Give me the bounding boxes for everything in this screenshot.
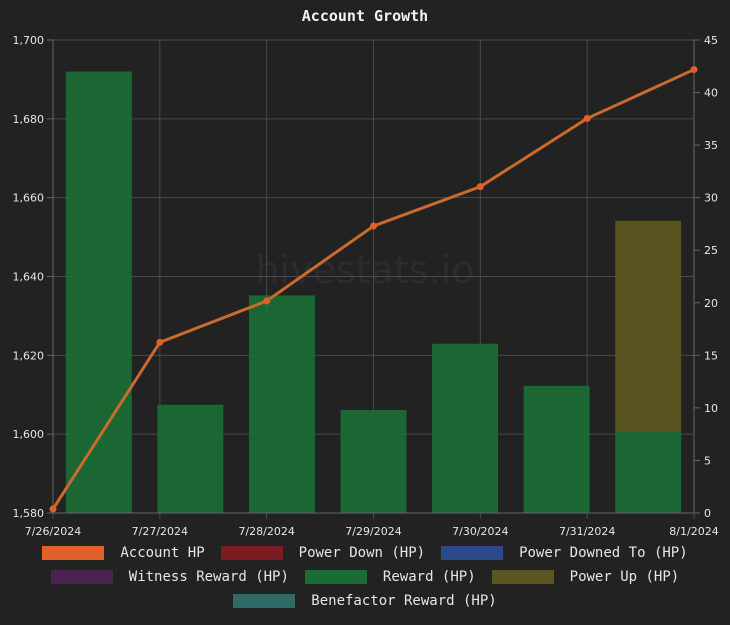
legend-label: Power Up (HP) bbox=[569, 569, 680, 585]
bar-reward-hp bbox=[248, 295, 315, 513]
point-account-hp bbox=[49, 505, 57, 513]
point-account-hp bbox=[370, 222, 377, 230]
legend-label: Account HP bbox=[120, 545, 205, 561]
legend-item[interactable]: Power Up (HP) bbox=[491, 569, 680, 585]
legend-item[interactable]: Power Down (HP) bbox=[220, 545, 426, 561]
bar-power-up-hp bbox=[615, 220, 682, 432]
chart-legend: Account HP Power Down (HP) Power Downed To… bbox=[0, 541, 730, 613]
y-left-tick-label: 1,580 bbox=[13, 507, 45, 520]
y-left-tick-label: 1,620 bbox=[13, 349, 45, 362]
legend-item[interactable]: Benefactor Reward (HP) bbox=[233, 593, 497, 609]
y-left-tick-label: 1,700 bbox=[13, 34, 45, 47]
point-account-hp bbox=[476, 183, 484, 191]
y-right-tick-label: 40 bbox=[704, 87, 718, 100]
x-tick-label: 7/28/2024 bbox=[238, 525, 294, 538]
legend-label: Reward (HP) bbox=[382, 569, 476, 585]
point-account-hp bbox=[690, 66, 698, 74]
y-right-tick-label: 30 bbox=[704, 192, 718, 205]
x-tick-label: 7/31/2024 bbox=[559, 525, 615, 538]
legend-swatch bbox=[441, 546, 504, 560]
chart-title: Account Growth bbox=[302, 7, 428, 25]
legend-swatch bbox=[304, 570, 367, 584]
bar-reward-hp bbox=[615, 431, 682, 513]
legend-swatch bbox=[233, 594, 296, 608]
legend-item[interactable]: Account HP bbox=[42, 545, 205, 561]
point-account-hp bbox=[263, 297, 271, 305]
bar-reward-hp bbox=[157, 404, 224, 513]
legend-swatch bbox=[50, 570, 113, 584]
y-left-tick-label: 1,660 bbox=[13, 192, 45, 205]
legend-label: Witness Reward (HP) bbox=[128, 569, 289, 585]
x-tick-label: 7/30/2024 bbox=[452, 525, 508, 538]
y-right-tick-label: 5 bbox=[704, 454, 711, 467]
legend-label: Benefactor Reward (HP) bbox=[311, 593, 497, 609]
y-right-tick-label: 15 bbox=[704, 349, 718, 362]
legend-item[interactable]: Reward (HP) bbox=[304, 569, 476, 585]
y-right-tick-label: 35 bbox=[704, 139, 718, 152]
legend-label: Power Down (HP) bbox=[298, 545, 426, 561]
legend-row: Account HP Power Down (HP) Power Downed To… bbox=[0, 541, 730, 565]
y-left-tick-label: 1,680 bbox=[13, 113, 45, 126]
x-tick-label: 7/29/2024 bbox=[345, 525, 401, 538]
y-right-tick-label: 25 bbox=[704, 244, 718, 257]
legend-item[interactable]: Power Downed To (HP) bbox=[441, 545, 688, 561]
y-left-tick-label: 1,640 bbox=[13, 271, 45, 284]
y-left-tick-label: 1,600 bbox=[13, 428, 45, 441]
point-account-hp bbox=[156, 338, 164, 346]
bar-reward-hp bbox=[65, 71, 132, 514]
bar-reward-hp bbox=[523, 385, 590, 513]
y-right-tick-label: 0 bbox=[704, 507, 711, 520]
x-tick-label: 7/26/2024 bbox=[25, 525, 81, 538]
bar-reward-hp bbox=[432, 343, 499, 513]
legend-swatch bbox=[220, 546, 283, 560]
legend-swatch bbox=[491, 570, 554, 584]
y-right-tick-label: 45 bbox=[704, 34, 718, 47]
x-tick-label: 8/1/2024 bbox=[669, 525, 718, 538]
legend-item[interactable]: Witness Reward (HP) bbox=[50, 569, 289, 585]
x-tick-label: 7/27/2024 bbox=[132, 525, 188, 538]
legend-row: Benefactor Reward (HP) bbox=[0, 589, 730, 613]
legend-swatch bbox=[42, 546, 105, 560]
bar-reward-hp bbox=[340, 409, 407, 513]
y-right-tick-label: 10 bbox=[704, 402, 718, 415]
point-account-hp bbox=[583, 114, 591, 122]
y-right-tick-label: 20 bbox=[704, 297, 718, 310]
legend-row: Witness Reward (HP) Reward (HP) Power Up (… bbox=[0, 565, 730, 589]
account-growth-chart: Account Growthhivestats.io1,5801,6001,62… bbox=[13, 7, 719, 538]
legend-label: Power Downed To (HP) bbox=[519, 545, 688, 561]
